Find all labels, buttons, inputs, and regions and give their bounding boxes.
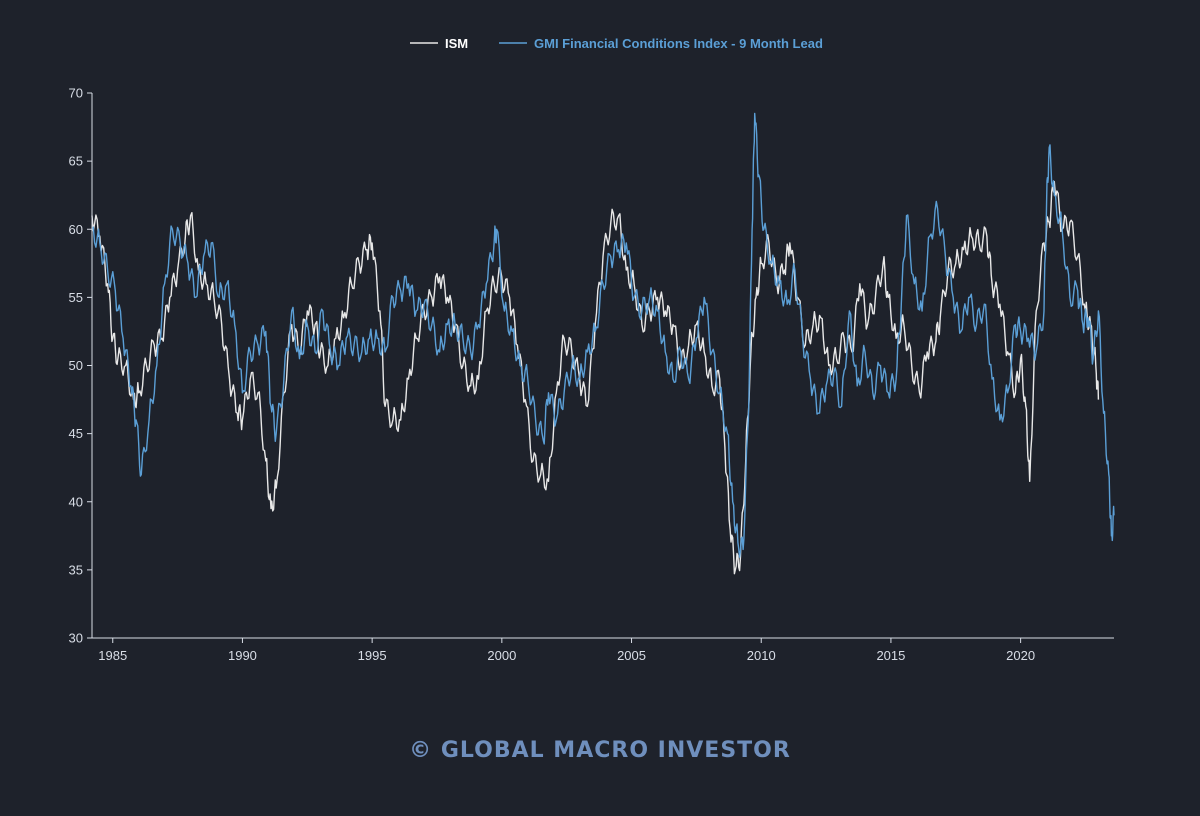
y-tick-label: 70	[69, 86, 83, 101]
legend-label-gmi-fci: GMI Financial Conditions Index - 9 Month…	[534, 36, 823, 51]
y-tick-label: 50	[69, 358, 83, 373]
legend: ISM GMI Financial Conditions Index - 9 Mo…	[410, 36, 823, 51]
x-tick-label: 1985	[98, 648, 127, 663]
x-tick-label: 2010	[747, 648, 776, 663]
y-tick-label: 45	[69, 426, 83, 441]
copyright-icon: ©	[409, 738, 433, 763]
y-tick-label: 65	[69, 154, 83, 169]
y-tick-label: 30	[69, 631, 83, 646]
x-tick-label: 1995	[358, 648, 387, 663]
legend-label-ism: ISM	[445, 36, 468, 51]
x-tick-label: 2005	[617, 648, 646, 663]
x-tick-label: 2020	[1006, 648, 1035, 663]
y-tick-label: 55	[69, 290, 83, 305]
watermark-text: GLOBAL MACRO INVESTOR	[440, 738, 791, 763]
series-line-ism	[91, 180, 1100, 575]
axes-layer: 30 35 40 45 50 55 60 65 70 1985 1990 1995 2000 2005 20…	[69, 86, 1114, 663]
x-tick-label: 1990	[228, 648, 257, 663]
x-tick-label: 2015	[876, 648, 905, 663]
series-line-gmi-fci	[91, 112, 1115, 558]
y-tick-label: 35	[69, 562, 83, 577]
y-tick-label: 40	[69, 494, 83, 509]
series-layer	[91, 112, 1115, 575]
y-tick-label: 60	[69, 222, 83, 237]
x-tick-label: 2000	[487, 648, 516, 663]
watermark: © GLOBAL MACRO INVESTOR	[0, 738, 1200, 763]
